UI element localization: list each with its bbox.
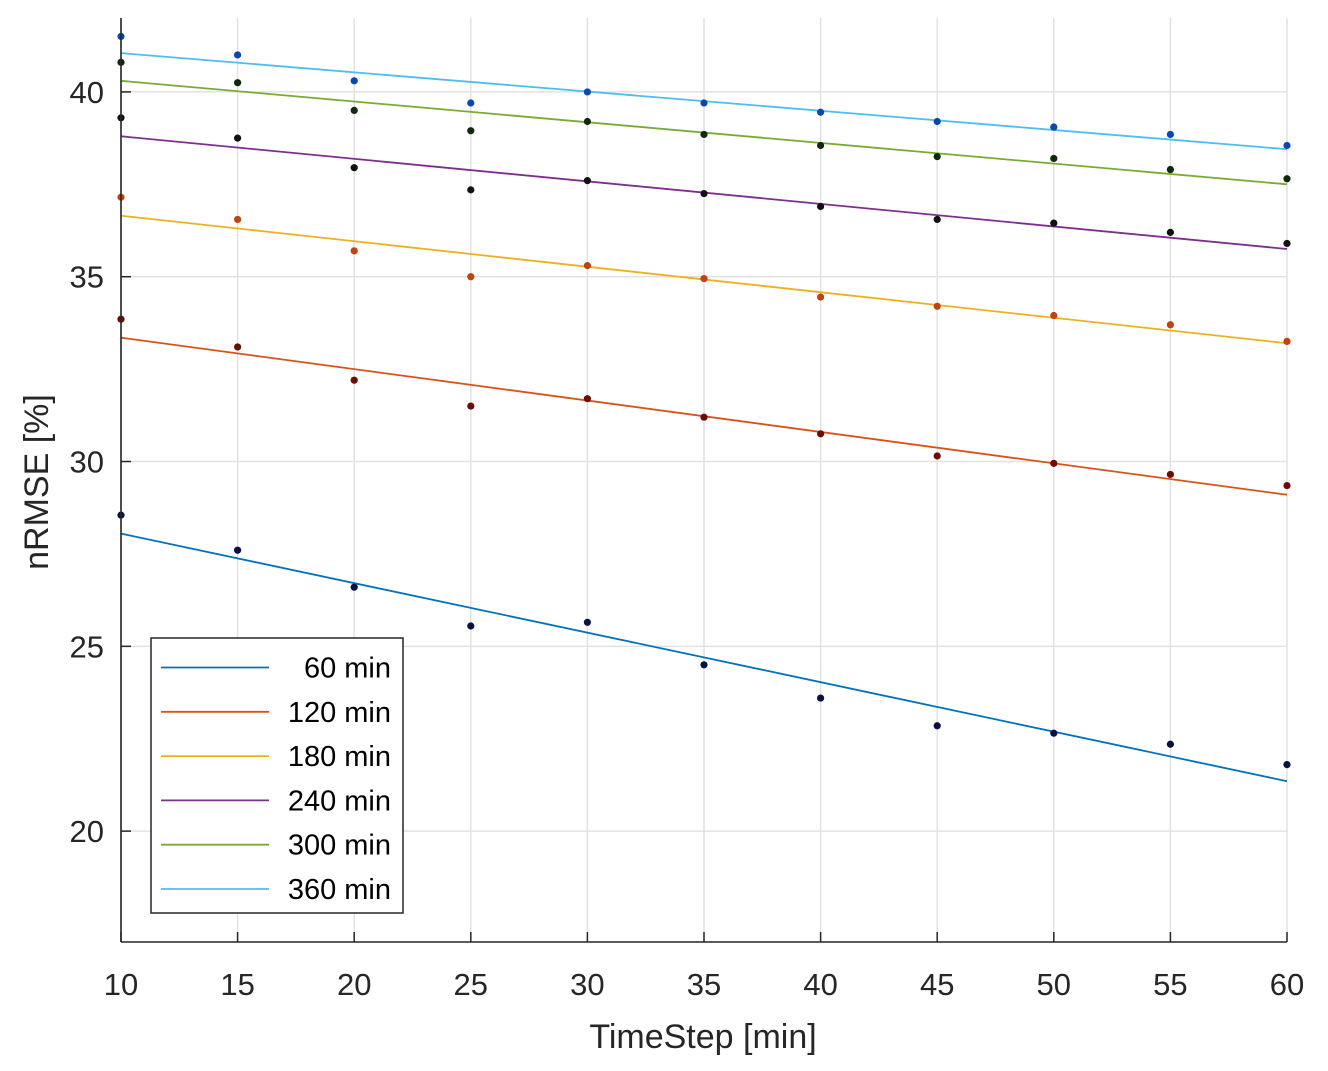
data-point xyxy=(350,247,358,255)
legend-label: 60 min xyxy=(304,653,391,685)
legend-label: 120 min xyxy=(288,697,391,729)
fit-line-0 xyxy=(120,532,1288,783)
data-point xyxy=(234,134,242,142)
x-tick-label: 10 xyxy=(104,967,138,1002)
tick-labels: 10 15 20 25 30 35 40 45 50 55 60 20 25 30 35 40 xyxy=(70,75,1305,1002)
data-point xyxy=(700,130,708,139)
data-point xyxy=(933,452,941,460)
data-point xyxy=(1166,740,1174,748)
axes xyxy=(120,18,1288,943)
y-tick-label: 40 xyxy=(70,75,104,110)
data-point xyxy=(1050,123,1058,131)
data-point xyxy=(467,99,475,107)
data-point xyxy=(700,274,708,283)
x-tick-label: 55 xyxy=(1153,967,1187,1002)
data-point xyxy=(1050,311,1058,320)
data-point xyxy=(467,186,475,194)
data-point xyxy=(583,618,592,626)
data-point xyxy=(817,293,825,301)
data-point xyxy=(817,108,825,116)
data-point xyxy=(1166,470,1174,479)
data-point xyxy=(234,546,242,554)
data-point xyxy=(1166,321,1174,329)
y-tick-label: 20 xyxy=(70,814,104,849)
legend-label: 240 min xyxy=(288,785,391,817)
data-point xyxy=(700,661,708,669)
data-point xyxy=(817,694,825,702)
legend-label: 360 min xyxy=(288,874,391,906)
y-tick-label: 35 xyxy=(70,260,104,295)
data-points xyxy=(117,32,1291,769)
data-point xyxy=(1050,729,1058,737)
data-point xyxy=(1050,459,1058,467)
data-point xyxy=(467,622,475,630)
data-point xyxy=(1283,141,1291,150)
data-point xyxy=(1166,228,1174,236)
x-tick-label: 35 xyxy=(687,967,721,1002)
data-point xyxy=(933,153,941,161)
data-point xyxy=(467,127,475,135)
data-point xyxy=(1283,175,1291,183)
data-point xyxy=(1283,760,1291,769)
data-point xyxy=(817,141,825,150)
data-point xyxy=(350,164,358,172)
data-point xyxy=(234,79,242,87)
data-point xyxy=(1283,337,1291,345)
y-axis-label: nRMSE [%] xyxy=(18,394,56,570)
data-point xyxy=(467,273,475,281)
x-tick-label: 40 xyxy=(803,967,837,1002)
data-point xyxy=(350,106,358,114)
legend-label: 300 min xyxy=(288,830,391,862)
data-point xyxy=(700,99,708,107)
data-point xyxy=(817,202,825,211)
data-point xyxy=(1050,219,1058,227)
data-point xyxy=(700,413,708,421)
data-point xyxy=(933,215,941,224)
data-point xyxy=(350,376,358,384)
data-point xyxy=(933,117,941,126)
data-point xyxy=(350,583,358,591)
data-point xyxy=(1283,239,1291,248)
x-axis-label: TimeStep [min] xyxy=(589,1018,816,1056)
legend: 60 min 120 min 180 min 240 min 300 min 360 mi… xyxy=(150,637,404,914)
data-point xyxy=(234,343,242,351)
data-point xyxy=(583,117,592,126)
data-point xyxy=(467,402,475,410)
x-tick-label: 45 xyxy=(920,967,954,1002)
data-point xyxy=(1050,154,1058,163)
x-tick-label: 20 xyxy=(337,967,371,1002)
data-point xyxy=(1283,481,1291,490)
data-point xyxy=(933,722,941,730)
x-tick-label: 25 xyxy=(454,967,488,1002)
y-tick-label: 25 xyxy=(70,629,104,664)
data-point xyxy=(933,302,941,310)
data-point xyxy=(234,215,242,224)
x-tick-label: 30 xyxy=(570,967,604,1002)
x-tick-label: 60 xyxy=(1270,967,1304,1002)
data-point xyxy=(817,430,825,438)
legend-box xyxy=(150,637,404,914)
x-tick-label: 15 xyxy=(220,967,254,1002)
data-point xyxy=(583,177,592,185)
data-point xyxy=(583,395,592,403)
data-point xyxy=(1166,130,1174,139)
data-point xyxy=(234,51,242,59)
data-point xyxy=(583,262,592,270)
data-point xyxy=(700,189,708,198)
legend-label: 180 min xyxy=(288,741,391,773)
data-point xyxy=(583,88,592,96)
x-tick-label: 50 xyxy=(1037,967,1071,1002)
data-point xyxy=(1166,165,1174,174)
data-point xyxy=(350,77,358,85)
y-tick-label: 30 xyxy=(70,445,104,480)
